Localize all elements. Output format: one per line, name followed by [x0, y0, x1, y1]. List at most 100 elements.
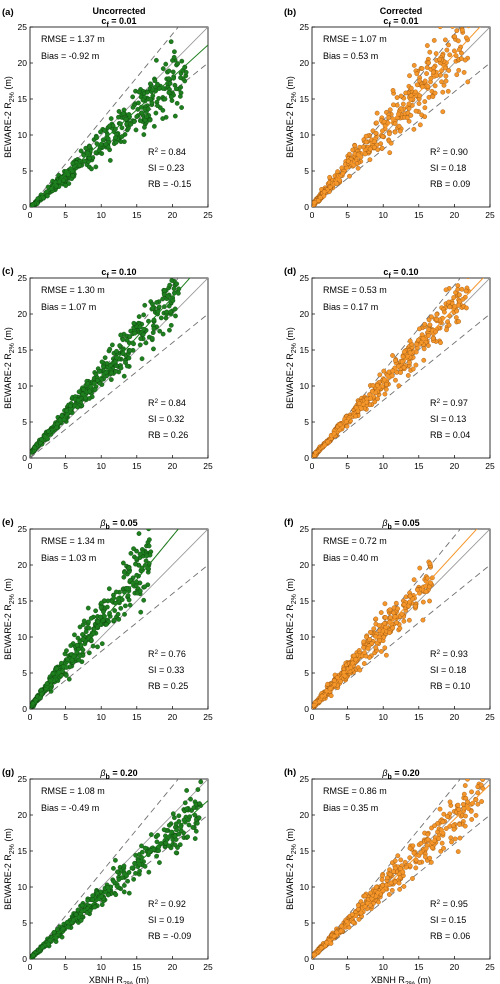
data-point	[461, 791, 467, 797]
data-point	[177, 842, 183, 848]
data-point	[387, 607, 393, 613]
data-point	[396, 880, 402, 886]
data-point	[416, 101, 422, 106]
data-point	[381, 634, 387, 640]
rb-text: RB = 0.09	[430, 179, 470, 189]
x-tick-label: 5	[345, 962, 350, 972]
data-point	[394, 95, 400, 100]
data-point	[79, 902, 85, 908]
data-point	[154, 839, 160, 845]
data-point	[367, 629, 373, 635]
data-point	[356, 401, 362, 407]
data-point	[83, 145, 89, 151]
y-tick-label: 5	[304, 668, 309, 678]
data-point	[109, 342, 115, 348]
data-point	[413, 603, 418, 609]
data-point	[121, 574, 127, 580]
plot-area	[312, 529, 490, 709]
data-point	[462, 17, 466, 21]
data-point	[446, 68, 452, 73]
data-point	[118, 605, 124, 611]
data-point	[419, 66, 425, 71]
data-point	[61, 177, 66, 183]
si-text: SI = 0.33	[148, 665, 184, 675]
data-point	[164, 309, 170, 315]
data-point	[158, 315, 164, 321]
data-point	[171, 286, 177, 291]
data-point	[155, 832, 161, 838]
data-point	[422, 105, 428, 111]
rb-text: RB = 0.04	[430, 430, 470, 440]
x-tick-label: 5	[63, 962, 68, 972]
data-point	[401, 602, 407, 607]
r2-text: R2 = 0.84	[148, 147, 186, 157]
data-point	[422, 99, 428, 104]
data-point	[47, 937, 53, 943]
data-point	[103, 370, 109, 375]
data-point	[173, 313, 178, 319]
data-point	[137, 324, 143, 330]
data-point	[413, 349, 419, 355]
data-point	[397, 128, 403, 134]
data-point	[473, 773, 477, 777]
x-tick-label: 20	[168, 461, 178, 471]
data-point	[386, 115, 391, 121]
data-point	[80, 632, 85, 637]
data-point	[107, 158, 113, 163]
y-tick-label: 25	[18, 774, 28, 784]
data-point	[335, 169, 340, 175]
data-point	[184, 788, 190, 793]
data-point	[455, 20, 459, 24]
data-point	[98, 614, 103, 620]
data-point	[113, 892, 119, 898]
bias-text: Bias = -0.49 m	[41, 803, 99, 813]
data-point	[413, 857, 419, 863]
data-point	[116, 114, 121, 120]
data-point	[362, 151, 368, 157]
data-point	[390, 353, 395, 358]
data-point	[362, 893, 368, 899]
data-point	[154, 300, 160, 305]
data-point	[172, 842, 178, 848]
data-point	[347, 173, 352, 179]
data-point	[469, 789, 474, 795]
data-point	[349, 912, 355, 917]
data-point	[377, 638, 383, 643]
data-point	[457, 835, 463, 841]
data-point	[80, 647, 86, 653]
data-point	[422, 321, 428, 327]
data-point	[89, 166, 94, 172]
data-point	[40, 944, 45, 950]
data-point	[103, 141, 109, 147]
data-point	[447, 52, 453, 58]
data-point	[440, 109, 446, 115]
data-point	[331, 431, 337, 437]
data-point	[160, 66, 166, 71]
data-point	[70, 161, 76, 166]
data-point	[444, 327, 449, 333]
rb-text: RB = 0.06	[430, 931, 470, 941]
data-point	[364, 634, 369, 640]
data-point	[406, 106, 412, 111]
data-point	[176, 813, 182, 819]
data-point	[172, 113, 178, 119]
data-point	[111, 617, 117, 623]
plot-area	[312, 17, 490, 207]
fit-line	[312, 278, 484, 458]
panel-label: (a)	[2, 7, 14, 18]
data-point	[137, 118, 143, 124]
data-point	[176, 290, 181, 296]
data-point	[190, 825, 196, 830]
data-point	[170, 811, 176, 817]
data-point	[465, 779, 470, 782]
panel-g: 0 5 10 15 20 25 0 5 10 15 20 25 (g) βb = 0.20 RMSE = 1…	[2, 767, 213, 984]
data-point	[368, 902, 373, 908]
x-tick-label: 20	[168, 712, 178, 722]
panel-c: 0 5 10 15 20 25 0 5 10 15 20 25 (c) cf = 0.10 RMSE = 1…	[2, 266, 213, 471]
data-point	[373, 616, 379, 622]
data-point	[150, 301, 155, 307]
x-tick-label: 0	[310, 210, 315, 220]
data-point	[447, 304, 453, 310]
y-tick-label: 10	[18, 632, 28, 642]
data-point	[381, 119, 387, 125]
